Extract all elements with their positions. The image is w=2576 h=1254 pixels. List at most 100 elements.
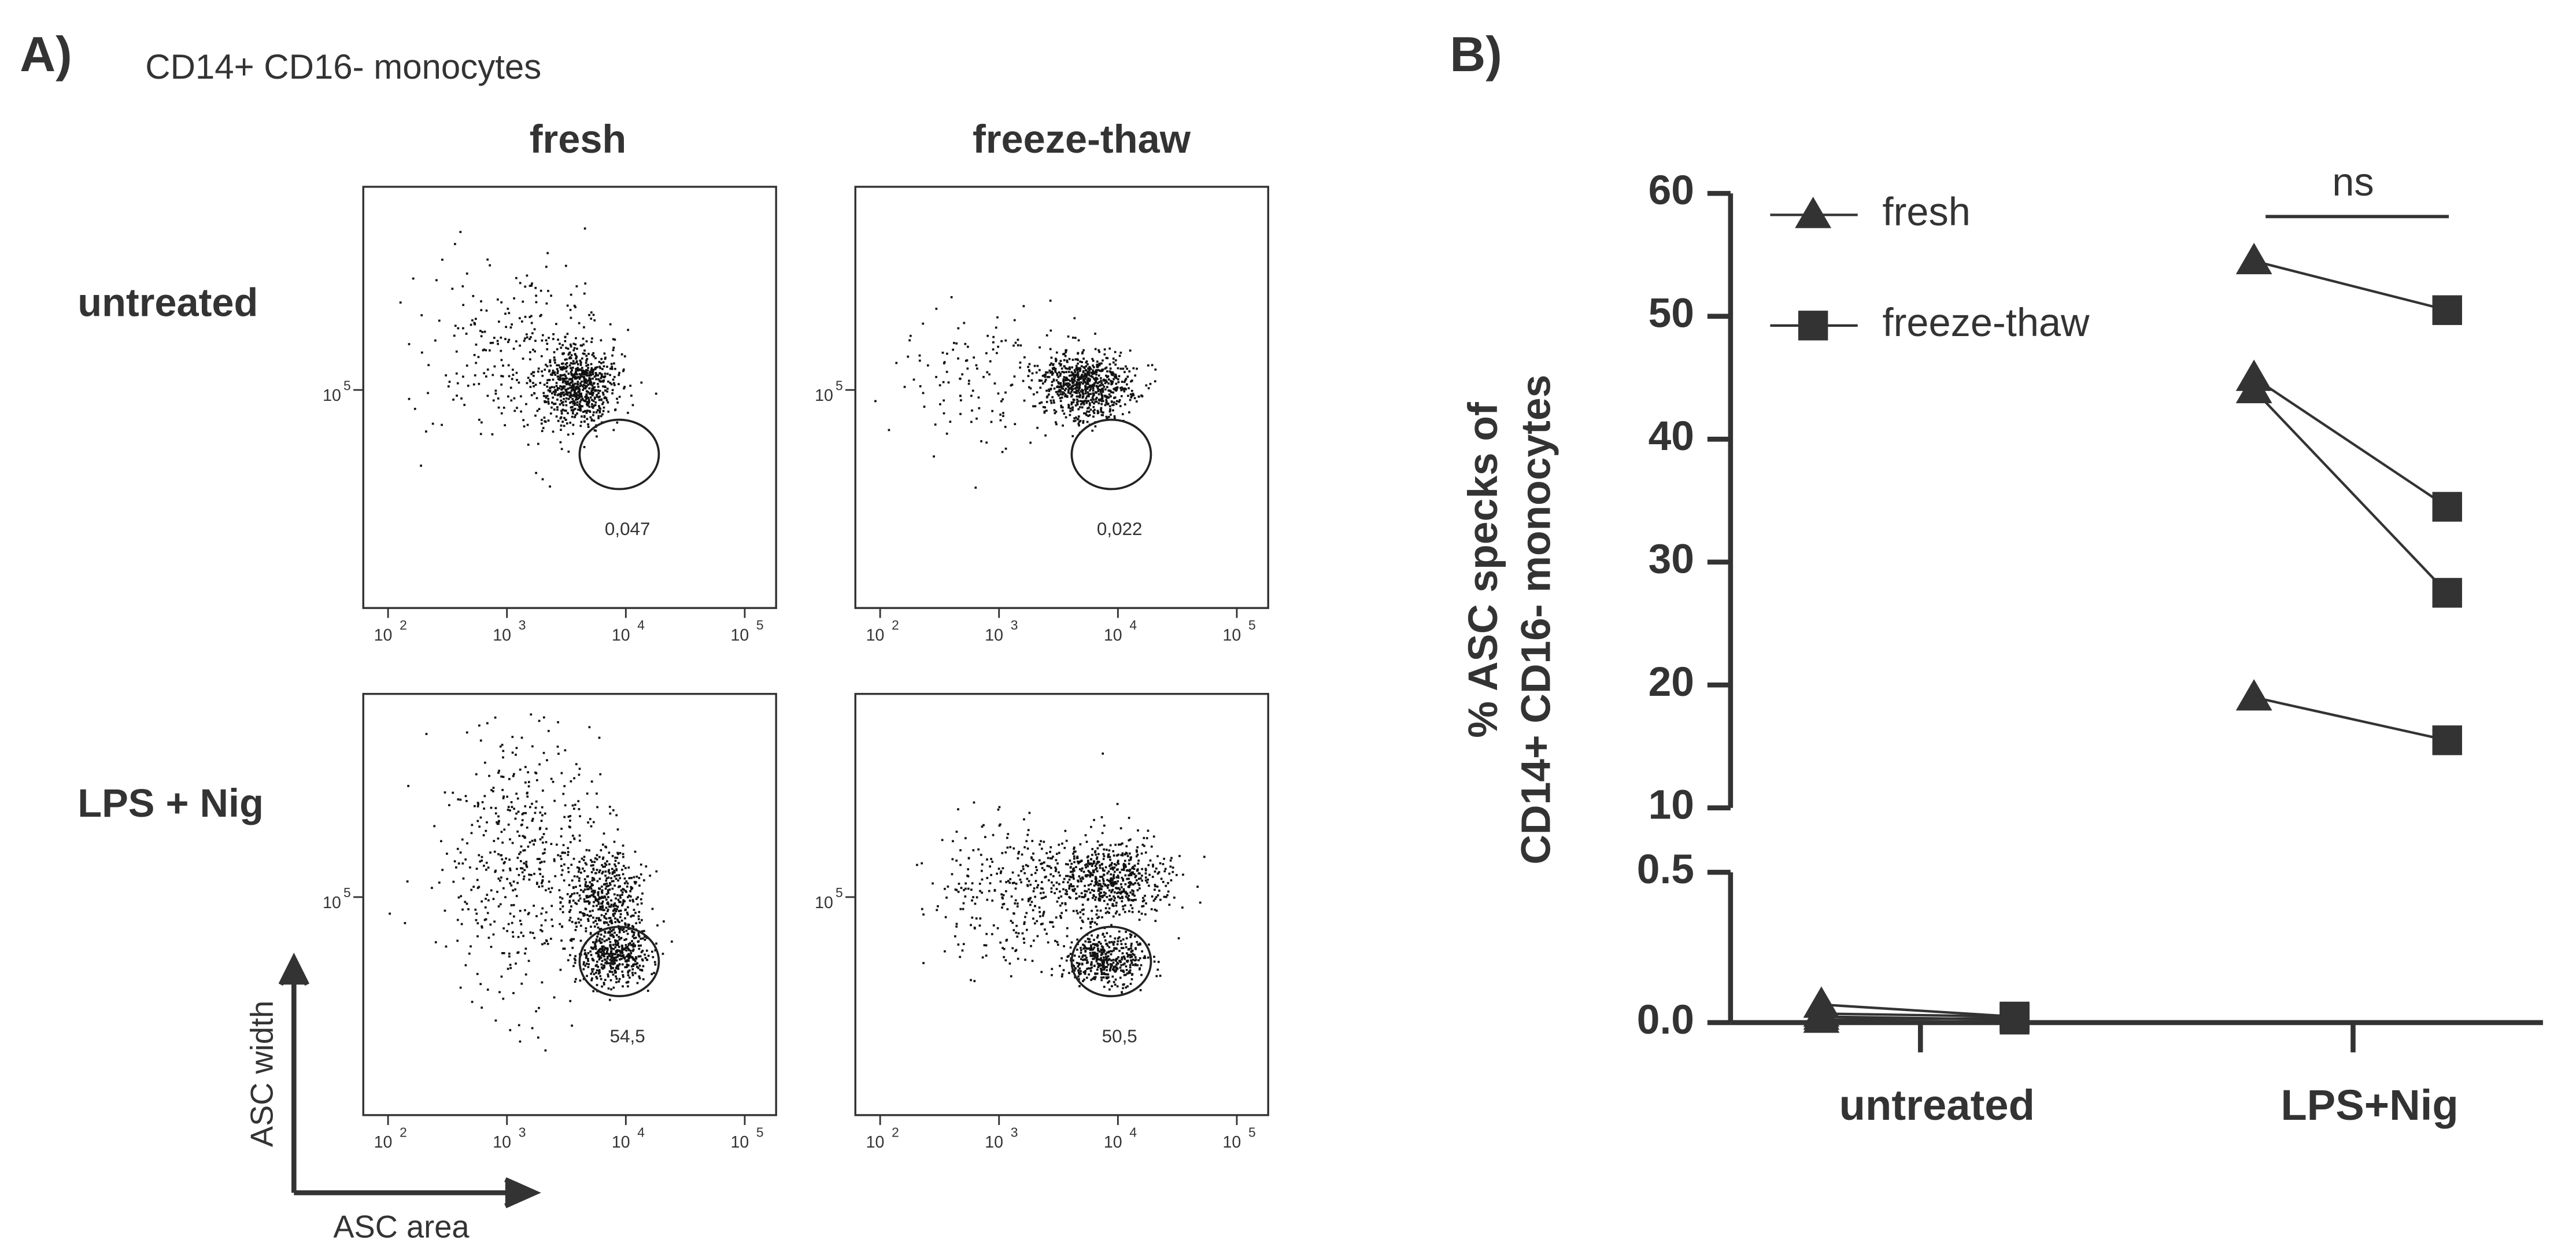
event-dot xyxy=(537,1036,539,1039)
event-dot xyxy=(546,943,549,945)
event-dot xyxy=(621,963,624,966)
event-dot xyxy=(1110,883,1113,885)
event-dot xyxy=(1073,377,1076,379)
event-dot xyxy=(1012,929,1015,932)
event-dot xyxy=(593,319,596,322)
event-dot xyxy=(1022,379,1025,382)
event-dot xyxy=(476,820,479,823)
event-dot xyxy=(1104,379,1107,382)
panel-label: A) xyxy=(20,27,72,82)
event-dot xyxy=(573,957,576,960)
event-dot xyxy=(1078,985,1081,987)
event-dot xyxy=(1128,948,1130,951)
event-dot xyxy=(1130,396,1133,399)
event-dot xyxy=(1061,973,1064,976)
event-dot xyxy=(550,406,553,409)
event-dot xyxy=(525,333,528,335)
event-dot xyxy=(544,848,546,851)
event-dot xyxy=(1074,374,1077,377)
event-dot xyxy=(1102,858,1105,860)
event-dot xyxy=(1113,969,1115,972)
event-dot xyxy=(1040,971,1043,973)
event-dot xyxy=(1111,903,1114,905)
event-dot xyxy=(621,951,624,954)
event-dot xyxy=(1108,393,1111,396)
event-dot xyxy=(1130,956,1133,958)
event-dot xyxy=(600,914,603,917)
event-dot xyxy=(970,924,972,927)
event-dot xyxy=(1077,395,1080,398)
event-dot xyxy=(635,922,638,925)
event-dot xyxy=(610,988,612,991)
event-dot xyxy=(581,405,583,408)
event-dot xyxy=(597,385,600,388)
event-dot xyxy=(587,918,589,920)
event-dot xyxy=(1092,377,1095,380)
event-dot xyxy=(510,399,513,402)
event-dot xyxy=(1070,388,1073,390)
pair-line xyxy=(2253,377,2448,508)
event-dot xyxy=(1061,371,1064,373)
event-dot xyxy=(1073,890,1076,892)
event-dot xyxy=(479,983,482,986)
event-dot xyxy=(955,342,958,345)
event-dot xyxy=(1067,392,1070,394)
event-dot xyxy=(620,958,623,960)
event-dot xyxy=(1006,846,1009,849)
event-dot xyxy=(1153,960,1156,963)
event-dot xyxy=(641,969,644,971)
event-dot xyxy=(520,931,523,934)
event-dot xyxy=(1144,872,1147,875)
event-dot xyxy=(654,963,657,966)
event-dot xyxy=(509,386,512,389)
event-dot xyxy=(623,956,626,959)
event-dot xyxy=(539,811,542,814)
event-dot xyxy=(607,896,609,898)
event-dot xyxy=(1107,973,1110,976)
event-dot xyxy=(997,808,1000,811)
event-dot xyxy=(459,798,462,801)
event-dot xyxy=(633,909,635,911)
event-dot xyxy=(1141,843,1144,846)
event-dot xyxy=(574,395,576,398)
event-dot xyxy=(467,385,470,387)
event-dot xyxy=(1124,864,1126,866)
event-dot xyxy=(1078,381,1081,384)
event-dot xyxy=(1131,867,1133,869)
event-dot xyxy=(1040,401,1043,404)
event-dot xyxy=(592,947,595,950)
event-dot xyxy=(559,923,561,925)
event-dot xyxy=(600,362,603,364)
event-dot xyxy=(1054,370,1056,372)
event-dot xyxy=(589,895,592,897)
event-dot xyxy=(547,729,550,732)
event-dot xyxy=(574,343,576,346)
event-dot xyxy=(583,900,586,903)
event-dot xyxy=(1104,939,1107,942)
event-dot xyxy=(1065,959,1068,962)
event-dot xyxy=(1106,381,1108,383)
event-dot xyxy=(1064,903,1067,906)
event-dot xyxy=(561,401,564,404)
event-dot xyxy=(1113,863,1116,865)
event-dot xyxy=(602,410,605,412)
event-dot xyxy=(519,395,522,398)
event-dot xyxy=(603,909,605,912)
event-dot xyxy=(1128,387,1130,390)
event-dot xyxy=(551,371,554,374)
event-dot xyxy=(641,958,644,961)
event-dot xyxy=(574,353,576,355)
event-dot xyxy=(1103,873,1105,876)
event-dot xyxy=(1038,379,1041,382)
event-dot xyxy=(1049,371,1052,374)
event-dot xyxy=(465,731,468,734)
event-dot xyxy=(1096,847,1099,850)
event-dot xyxy=(500,876,502,879)
event-dot xyxy=(538,763,541,766)
event-dot xyxy=(598,887,600,890)
event-dot xyxy=(544,919,547,921)
event-dot xyxy=(1111,881,1114,883)
event-dot xyxy=(1107,396,1110,399)
event-dot xyxy=(1098,385,1101,387)
